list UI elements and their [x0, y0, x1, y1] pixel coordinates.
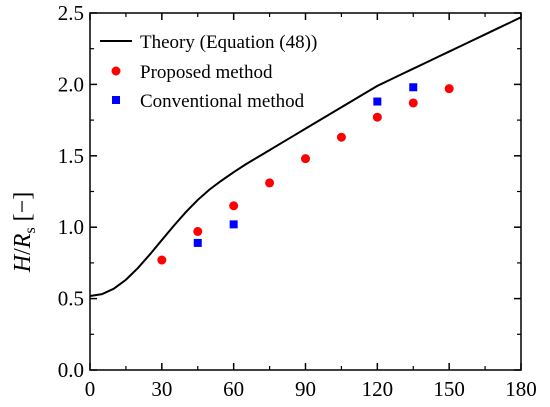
y-tick-label: 2.0 [58, 72, 84, 96]
legend-marker-conventional [112, 96, 120, 104]
x-tick-label: 90 [295, 377, 316, 401]
y-tick-label: 1.0 [58, 215, 84, 239]
data-point-conventional [373, 97, 382, 106]
plot-area: 0 30 60 90 120 150 180 0.0 0.5 1.0 1.5 2.0 2.5 [58, 1, 537, 401]
data-point-conventional [409, 83, 418, 92]
data-point-proposed [193, 226, 203, 236]
legend-label-theory: Theory (Equation (48)) [140, 32, 317, 53]
data-point-proposed [336, 132, 346, 142]
x-tick-label: 0 [85, 377, 96, 401]
y-tick-label: 1.5 [58, 144, 84, 168]
x-tick-label: 120 [362, 377, 394, 401]
data-point-conventional [229, 220, 238, 229]
series-line-theory [89, 16, 522, 298]
data-point-proposed [301, 154, 310, 164]
y-tick-label: 2.5 [58, 1, 84, 25]
legend-label-proposed: Proposed method [140, 62, 273, 83]
legend: Theory (Equation (48)) Proposed method C… [100, 32, 317, 112]
data-point-proposed [157, 255, 167, 265]
x-tick-label: 60 [223, 377, 244, 401]
data-point-proposed [372, 112, 382, 122]
y-axis-title: H/Rs [−] [10, 192, 39, 273]
data-point-proposed [444, 84, 454, 94]
x-tick-label: 180 [505, 377, 537, 401]
y-tick-label: 0.0 [58, 358, 84, 382]
legend-marker-proposed [111, 66, 121, 76]
data-point-proposed [408, 98, 418, 108]
y-tick-label: 0.5 [58, 287, 84, 311]
x-tick-label: 150 [433, 377, 465, 401]
x-tick-label: 30 [151, 377, 172, 401]
data-point-conventional [193, 238, 202, 247]
data-point-proposed [229, 201, 239, 211]
data-point-proposed [265, 178, 275, 188]
legend-label-conventional: Conventional method [140, 91, 305, 112]
